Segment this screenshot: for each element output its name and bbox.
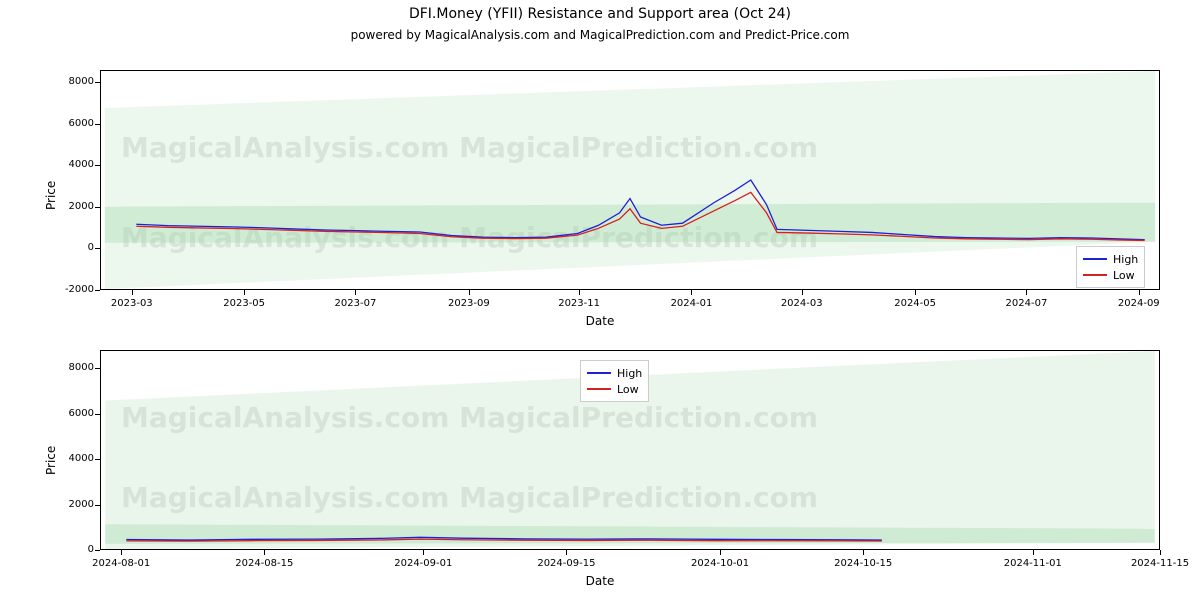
x-tick-label: 2023-03 bbox=[97, 298, 167, 309]
y-tick-mark bbox=[95, 459, 100, 460]
x-tick-mark bbox=[121, 550, 122, 555]
x-tick-label: 2023-05 bbox=[209, 298, 279, 309]
y-tick-mark bbox=[95, 248, 100, 249]
x-tick-label: 2024-10-15 bbox=[828, 558, 898, 569]
bottom-x-axis-label: Date bbox=[560, 574, 640, 588]
x-tick-label: 2024-07 bbox=[991, 298, 1061, 309]
x-tick-label: 2023-11 bbox=[544, 298, 614, 309]
y-tick-label: 0 bbox=[4, 545, 94, 555]
x-tick-label: 2024-09 bbox=[1104, 298, 1174, 309]
y-tick-mark bbox=[95, 505, 100, 506]
x-tick-mark bbox=[802, 290, 803, 295]
bottom-legend: High Low bbox=[580, 360, 649, 402]
x-tick-mark bbox=[863, 550, 864, 555]
x-tick-label: 2024-11-01 bbox=[998, 558, 1068, 569]
x-tick-mark bbox=[132, 290, 133, 295]
x-tick-label: 2024-11-15 bbox=[1125, 558, 1195, 569]
y-tick-mark bbox=[95, 82, 100, 83]
y-tick-mark bbox=[95, 124, 100, 125]
y-tick-mark bbox=[95, 368, 100, 369]
legend-label: Low bbox=[617, 383, 639, 396]
figure: DFI.Money (YFII) Resistance and Support … bbox=[0, 0, 1200, 600]
x-tick-label: 2024-08-15 bbox=[229, 558, 299, 569]
legend-label: High bbox=[617, 367, 642, 380]
x-tick-mark bbox=[579, 290, 580, 295]
y-tick-label: 8000 bbox=[4, 363, 94, 373]
y-tick-label: 2000 bbox=[4, 500, 94, 510]
chart-title: DFI.Money (YFII) Resistance and Support … bbox=[0, 6, 1200, 22]
x-tick-label: 2024-03 bbox=[767, 298, 837, 309]
x-tick-label: 2024-05 bbox=[880, 298, 950, 309]
x-tick-label: 2024-01 bbox=[656, 298, 726, 309]
x-tick-mark bbox=[1033, 550, 1034, 555]
x-tick-mark bbox=[264, 550, 265, 555]
legend-swatch-low bbox=[587, 388, 611, 390]
legend-item-high: High bbox=[587, 365, 642, 381]
y-tick-mark bbox=[95, 207, 100, 208]
y-tick-label: 0 bbox=[4, 243, 94, 253]
x-tick-mark bbox=[355, 290, 356, 295]
y-tick-label: 6000 bbox=[4, 119, 94, 129]
x-tick-mark bbox=[1160, 550, 1161, 555]
x-tick-mark bbox=[691, 290, 692, 295]
legend-swatch-low bbox=[1083, 274, 1107, 276]
x-tick-mark bbox=[915, 290, 916, 295]
chart-subtitle: powered by MagicalAnalysis.com and Magic… bbox=[0, 28, 1200, 42]
x-tick-label: 2024-09-01 bbox=[388, 558, 458, 569]
x-tick-mark bbox=[1026, 290, 1027, 295]
x-tick-label: 2024-08-01 bbox=[86, 558, 156, 569]
x-tick-mark bbox=[469, 290, 470, 295]
legend-item-low: Low bbox=[587, 381, 642, 397]
legend-item-high: High bbox=[1083, 251, 1138, 267]
legend-swatch-high bbox=[1083, 258, 1107, 260]
legend-swatch-high bbox=[587, 372, 611, 374]
x-tick-mark bbox=[244, 290, 245, 295]
y-tick-label: 4000 bbox=[4, 160, 94, 170]
y-tick-label: 4000 bbox=[4, 454, 94, 464]
y-tick-label: 8000 bbox=[4, 77, 94, 87]
legend-label: Low bbox=[1113, 269, 1135, 282]
top-legend: High Low bbox=[1076, 246, 1145, 288]
top-chart-panel: MagicalAnalysis.com MagicalPrediction.co… bbox=[100, 70, 1160, 290]
x-tick-mark bbox=[720, 550, 721, 555]
x-tick-mark bbox=[423, 550, 424, 555]
y-tick-mark bbox=[95, 414, 100, 415]
y-tick-mark bbox=[95, 165, 100, 166]
top-chart-svg bbox=[101, 71, 1159, 289]
x-tick-mark bbox=[1139, 290, 1140, 295]
legend-label: High bbox=[1113, 253, 1138, 266]
top-x-axis-label: Date bbox=[560, 314, 640, 328]
x-tick-label: 2023-09 bbox=[434, 298, 504, 309]
y-tick-mark bbox=[95, 290, 100, 291]
y-tick-label: 6000 bbox=[4, 409, 94, 419]
x-tick-label: 2024-11 bbox=[1189, 298, 1200, 309]
legend-item-low: Low bbox=[1083, 267, 1138, 283]
x-tick-label: 2024-09-15 bbox=[531, 558, 601, 569]
y-tick-label: -2000 bbox=[4, 285, 94, 295]
x-tick-label: 2024-10-01 bbox=[685, 558, 755, 569]
x-tick-label: 2023-07 bbox=[320, 298, 390, 309]
x-tick-mark bbox=[566, 550, 567, 555]
y-tick-label: 2000 bbox=[4, 202, 94, 212]
y-tick-mark bbox=[95, 550, 100, 551]
